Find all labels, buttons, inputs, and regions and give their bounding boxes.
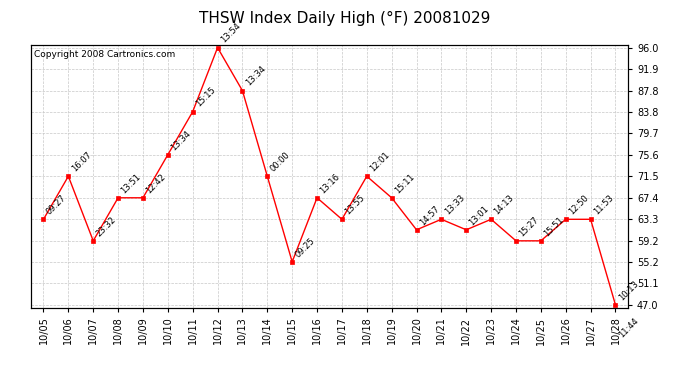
Text: Copyright 2008 Cartronics.com: Copyright 2008 Cartronics.com — [34, 50, 175, 59]
Text: 12:42: 12:42 — [144, 172, 168, 195]
Text: 13:51: 13:51 — [119, 172, 143, 195]
Text: 15:11: 15:11 — [393, 172, 416, 195]
Text: 00:00: 00:00 — [268, 150, 292, 174]
Text: 15:27: 15:27 — [518, 215, 541, 238]
Text: 10:13: 10:13 — [617, 279, 640, 302]
Text: 09:27: 09:27 — [45, 193, 68, 216]
Text: 23:32: 23:32 — [95, 215, 118, 238]
Text: 09:25: 09:25 — [293, 236, 317, 259]
Text: 13:16: 13:16 — [318, 172, 342, 195]
Text: 12:50: 12:50 — [567, 194, 590, 216]
Text: 13:54: 13:54 — [219, 22, 242, 45]
Text: 13:33: 13:33 — [443, 193, 466, 216]
Text: 14:57: 14:57 — [418, 204, 441, 227]
Text: 13:34: 13:34 — [169, 129, 193, 152]
Text: 12:01: 12:01 — [368, 150, 391, 174]
Text: 13:55: 13:55 — [344, 193, 366, 216]
Text: THSW Index Daily High (°F) 20081029: THSW Index Daily High (°F) 20081029 — [199, 11, 491, 26]
Text: 14:13: 14:13 — [493, 193, 515, 216]
Text: 16:07: 16:07 — [70, 150, 93, 174]
Text: 13:01: 13:01 — [468, 204, 491, 227]
Text: 15:51: 15:51 — [542, 215, 565, 238]
Text: 13:34: 13:34 — [244, 64, 267, 88]
Text: 11:53: 11:53 — [592, 193, 615, 216]
Text: 15:15: 15:15 — [194, 86, 217, 109]
Text: 11:44: 11:44 — [617, 316, 640, 339]
